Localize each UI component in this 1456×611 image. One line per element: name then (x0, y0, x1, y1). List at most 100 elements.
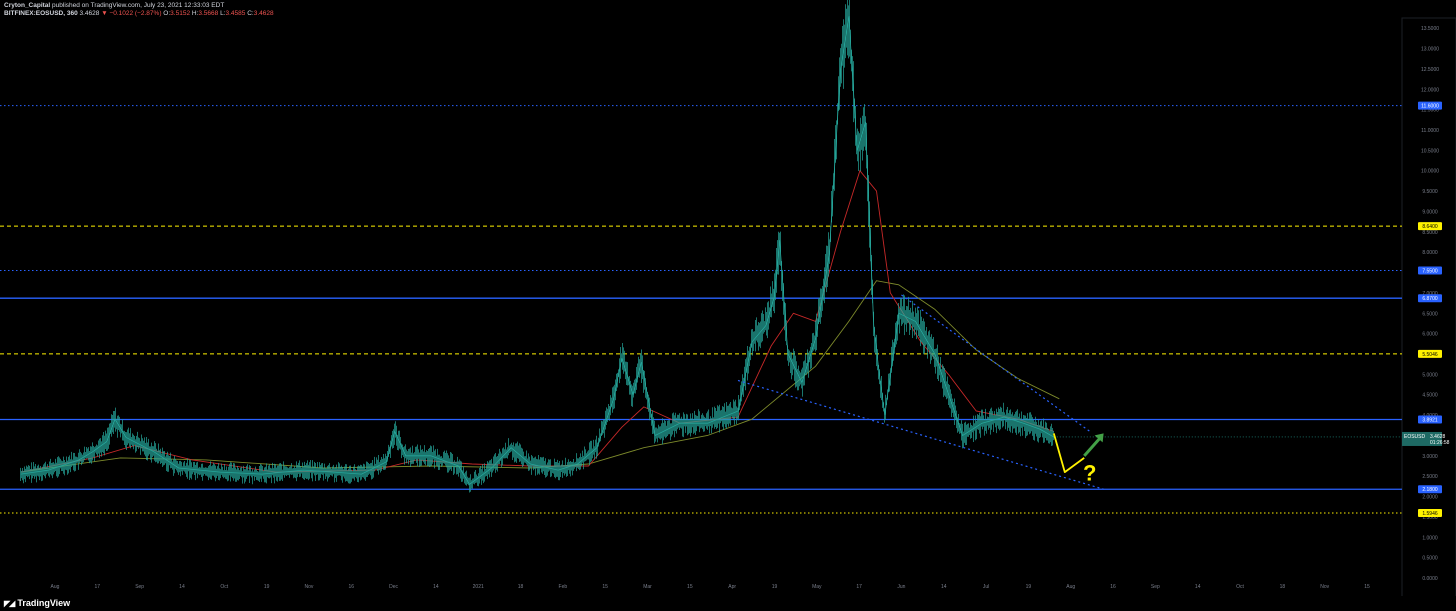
brand-name: TradingView (17, 598, 71, 608)
y-tick-label: 3.0000 (1422, 454, 1438, 460)
trendline (737, 379, 1104, 490)
x-tick-label: 14 (1195, 584, 1201, 590)
current-price-countdown: 01:26:58 (1430, 440, 1450, 446)
y-tick-label: 10.5000 (1421, 148, 1439, 154)
publication-line: Cryton_Capital published on TradingView.… (4, 2, 224, 10)
y-tick-label: 11.0000 (1421, 128, 1439, 134)
level-price-label: 8.6400 (1422, 224, 1438, 230)
x-tick-label: 16 (1110, 584, 1116, 590)
ohlc-low: 3.4585 (225, 10, 246, 17)
x-tick-label: 19 (772, 584, 778, 590)
y-tick-label: 10.0000 (1421, 169, 1439, 175)
trendline (901, 294, 1091, 432)
x-tick-label: 14 (433, 584, 439, 590)
ohlc-high: 3.5668 (198, 10, 219, 17)
symbol-ohlc-line: BITFINEX:EOSUSD, 360 3.4628 ▼ −0.1022 (−… (4, 10, 274, 18)
current-price-symbol: EOSUSD (1404, 434, 1426, 440)
x-tick-label: 17 (95, 584, 101, 590)
level-price-tag (1418, 266, 1442, 275)
level-price-label: 6.8700 (1422, 296, 1438, 302)
level-price-label: 7.5500 (1422, 269, 1438, 275)
ohlc-h-label: H: (191, 10, 199, 17)
y-tick-label: 1.5000 (1422, 515, 1438, 521)
x-tick-label: Sep (1151, 584, 1160, 590)
level-price-label: 3.8921 (1422, 417, 1438, 423)
level-price-tag (1418, 509, 1442, 518)
ohlc-open: 3.5152 (170, 10, 191, 17)
x-tick-label: Nov (1320, 584, 1329, 590)
x-tick-label: Mar (643, 584, 652, 590)
arrow-head-icon (1094, 433, 1104, 443)
y-tick-label: 0.0000 (1422, 576, 1438, 582)
y-tick-label: 9.0000 (1422, 209, 1438, 215)
x-tick-label: 16 (348, 584, 354, 590)
published-info: published on TradingView.com, July 23, 2… (52, 2, 225, 9)
y-tick-label: 0.5000 (1422, 556, 1438, 562)
y-tick-label: 8.0000 (1422, 250, 1438, 256)
ohlc-l-label: L: (220, 10, 226, 17)
x-tick-label: 15 (602, 584, 608, 590)
author-name[interactable]: Cryton_Capital (4, 2, 51, 9)
ohlc-close: 3.4628 (253, 10, 274, 17)
projection-path (1052, 433, 1085, 473)
x-tick-label: 15 (1364, 584, 1370, 590)
x-tick-label: Aug (1066, 584, 1075, 590)
ohlc-o-label: O: (163, 10, 171, 17)
x-tick-label: 18 (518, 584, 524, 590)
moving-average-olive-line (20, 280, 1060, 473)
level-price-tag (1418, 349, 1442, 358)
y-tick-label: 2.5000 (1422, 474, 1438, 480)
x-tick-label: Oct (220, 584, 228, 590)
y-tick-label: 7.0000 (1422, 291, 1438, 297)
level-price-tag (1418, 101, 1442, 110)
x-tick-label: 18 (1280, 584, 1286, 590)
question-mark: ? (1083, 460, 1096, 485)
y-tick-label: 9.5000 (1422, 189, 1438, 195)
x-tick-label: Oct (1236, 584, 1244, 590)
x-tick-label: Nov (304, 584, 313, 590)
x-tick-label: 15 (687, 584, 693, 590)
footer-bar (0, 596, 1456, 611)
y-tick-label: 8.5000 (1422, 230, 1438, 236)
y-tick-label: 6.0000 (1422, 332, 1438, 338)
y-tick-label: 5.0000 (1422, 372, 1438, 378)
last-price: 3.4628 (79, 10, 100, 17)
y-tick-label: 13.0000 (1421, 47, 1439, 53)
level-price-tag (1418, 294, 1442, 303)
level-price-tag (1418, 222, 1442, 231)
x-tick-label: Dec (389, 584, 398, 590)
y-tick-label: 1.0000 (1422, 535, 1438, 541)
x-tick-label: 14 (941, 584, 947, 590)
current-price-tag (1402, 431, 1442, 446)
y-tick-label: 6.5000 (1422, 311, 1438, 317)
y-tick-label: 12.5000 (1421, 67, 1439, 73)
x-tick-label: 19 (264, 584, 270, 590)
x-tick-label: Apr (728, 584, 736, 590)
ohlc-c-label: C: (247, 10, 254, 17)
level-price-tag (1418, 485, 1442, 494)
y-tick-label: 2.0000 (1422, 495, 1438, 501)
tradingview-logo-icon: ◤◢ (4, 598, 15, 608)
x-tick-label: Jul (983, 584, 989, 590)
y-tick-label: 4.5000 (1422, 393, 1438, 399)
level-price-label: 11.6000 (1421, 104, 1439, 110)
arrow-shaft (1083, 436, 1102, 457)
price-change: ▼ −0.1022 (−2.87%) (101, 10, 162, 17)
x-tick-label: May (812, 584, 822, 590)
x-tick-label: Aug (51, 584, 60, 590)
x-tick-label: Jun (897, 584, 905, 590)
x-tick-label: Feb (559, 584, 568, 590)
level-price-label: 2.1800 (1422, 487, 1438, 493)
y-tick-label: 11.5000 (1421, 108, 1439, 114)
x-tick-label: 2021 (473, 584, 484, 590)
symbol-label[interactable]: BITFINEX:EOSUSD, 360 (4, 10, 78, 17)
tradingview-brand[interactable]: ◤◢ TradingView (4, 598, 70, 608)
level-price-label: 5.5046 (1422, 352, 1438, 358)
y-tick-label: 12.0000 (1421, 87, 1439, 93)
x-tick-label: 19 (1026, 584, 1032, 590)
level-price-label: 1.5946 (1422, 511, 1438, 517)
x-tick-label: Sep (135, 584, 144, 590)
x-tick-label: 17 (856, 584, 862, 590)
current-price-value: 3.4628 (1430, 434, 1446, 440)
